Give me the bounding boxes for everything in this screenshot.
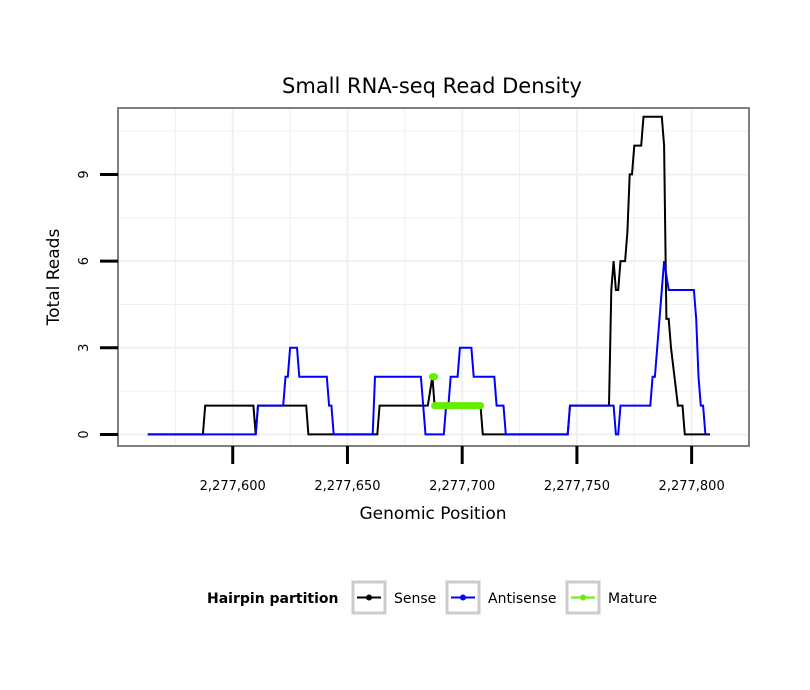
legend-dot-sense: [366, 594, 372, 601]
y-axis-title: Total Reads: [44, 229, 64, 327]
x-tick-label: 2,277,700: [429, 479, 495, 494]
y-tick-label: 3: [77, 344, 92, 352]
y-tick-label: 9: [77, 170, 92, 178]
x-tick-label: 2,277,800: [659, 479, 725, 494]
y-tick-label: 6: [77, 257, 92, 265]
series-line-sense: [147, 115, 710, 436]
legend-dot-antisense: [460, 594, 466, 601]
y-axis: 0 3 6 9: [77, 170, 118, 439]
plot-border: [117, 107, 750, 447]
grid: [117, 108, 750, 446]
legend-title: Hairpin partition: [207, 591, 338, 607]
series-line-antisense: [147, 260, 707, 436]
x-tick-label: 2,277,600: [200, 479, 266, 494]
x-axis-title: Genomic Position: [359, 504, 506, 524]
y-tick-label: 0: [77, 430, 92, 438]
x-tick-label: 2,277,650: [314, 479, 380, 494]
legend-label-sense: Sense: [394, 591, 436, 607]
series-group: [147, 115, 710, 436]
legend: Hairpin partition Sense Antisense Mature: [207, 580, 657, 615]
x-axis: 2,277,600 2,277,650 2,277,700 2,277,750 2,27…: [200, 446, 725, 494]
legend-label-antisense: Antisense: [488, 591, 557, 607]
chart-title: Small RNA-seq Read Density: [282, 74, 582, 98]
legend-label-mature: Mature: [608, 591, 657, 607]
x-tick-label: 2,277,750: [544, 479, 610, 494]
legend-dot-mature: [580, 594, 586, 601]
